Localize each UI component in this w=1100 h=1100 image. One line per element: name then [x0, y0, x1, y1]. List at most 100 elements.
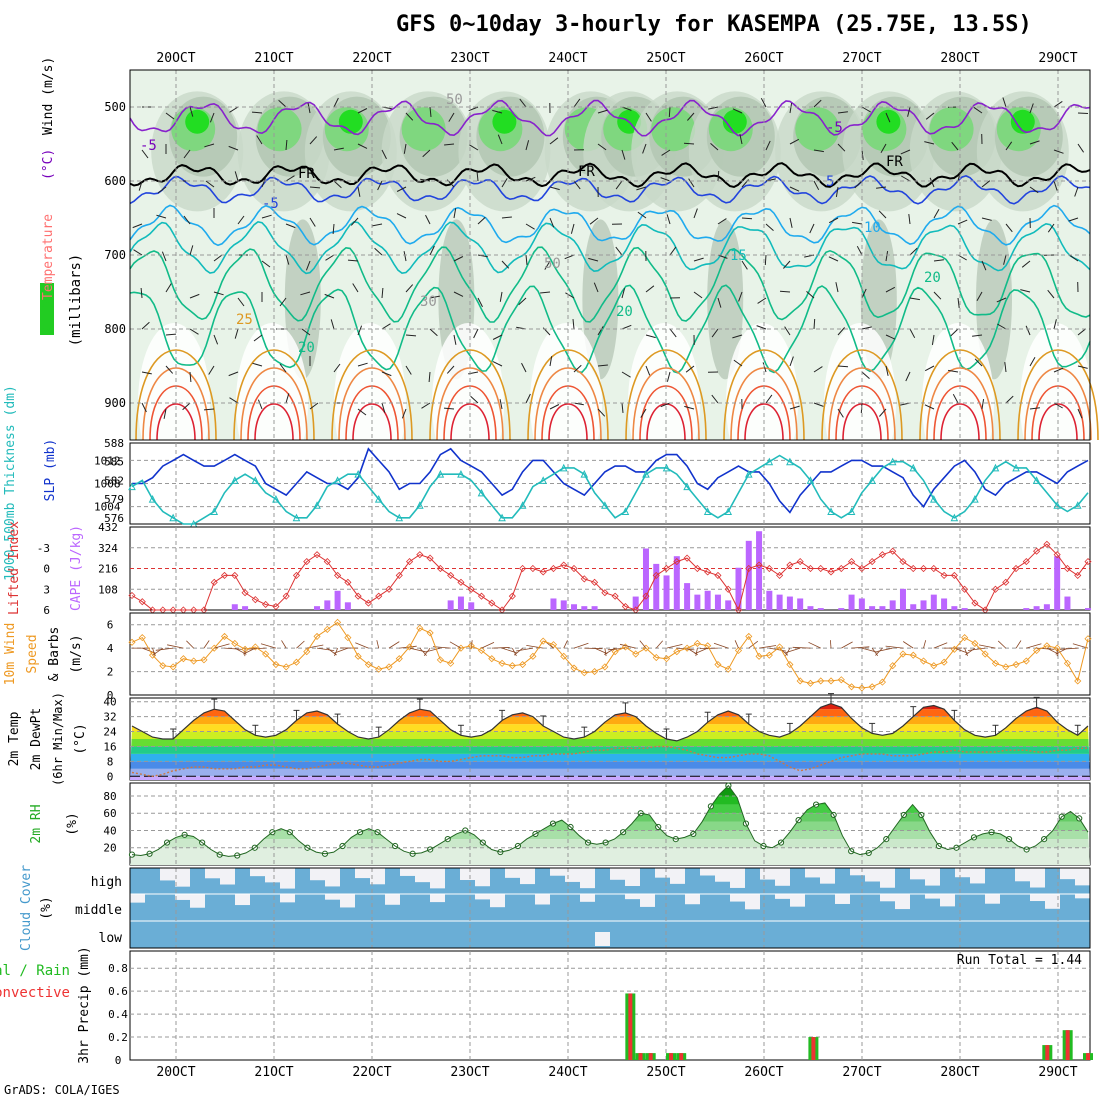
- wind-barb: [499, 291, 503, 302]
- cape-bar: [797, 598, 804, 610]
- bottom-day-label: 20OCT: [156, 1065, 195, 1080]
- wind-barb: [405, 365, 412, 375]
- wind-barb: [669, 246, 677, 256]
- cloud-gap: [925, 868, 940, 886]
- wind-barb: [573, 402, 584, 406]
- temperature-contour: [744, 403, 784, 441]
- temperature-contour: [352, 403, 392, 441]
- wind-barb: [621, 402, 624, 413]
- temp-tick-label: 32: [103, 711, 116, 724]
- surface-wind-barb: [841, 641, 853, 649]
- wind-marker: [817, 677, 825, 685]
- cloud-gap: [1030, 894, 1045, 902]
- cloud-gap: [325, 868, 340, 887]
- wind-barb: [1069, 254, 1079, 262]
- wind-barb: [278, 99, 287, 108]
- temp-band: [130, 724, 1090, 732]
- wind-marker: [159, 662, 167, 670]
- cape-bar: [745, 540, 752, 610]
- cape-bar: [242, 606, 249, 610]
- wind-barb: [157, 186, 167, 194]
- wind-barb: [352, 283, 359, 293]
- rh-tick-label: 40: [103, 824, 116, 837]
- surface-wind-barb: [1015, 640, 1022, 649]
- wind-barb: [213, 291, 224, 296]
- wind-barb: [333, 363, 341, 373]
- rh-contour-band: [185, 109, 210, 134]
- wind-barb: [837, 111, 848, 114]
- surface-wind-barb: [491, 647, 510, 649]
- wind-marker: [344, 634, 352, 642]
- cloud-gap: [880, 868, 895, 888]
- surface-wind-barb: [424, 647, 441, 653]
- thickness-tick-label: 576: [104, 512, 124, 525]
- wind-barb: [861, 371, 870, 379]
- wind-barb: [589, 217, 599, 225]
- cloud-gap: [430, 868, 445, 889]
- temperature-contour: [142, 367, 210, 441]
- wind-axis-title-4: (m/s): [69, 634, 84, 673]
- wind-barb: [900, 149, 911, 155]
- cloud-gap: [670, 868, 685, 884]
- pressure-tick-label: 700: [104, 248, 126, 262]
- wind-barb: [789, 103, 793, 114]
- wind-barb: [381, 371, 392, 377]
- contour-label: FR: [298, 166, 315, 182]
- wind-barb: [621, 106, 632, 111]
- wind-barb: [301, 328, 311, 336]
- wind-barb: [333, 180, 342, 189]
- cloud-gap: [850, 868, 865, 876]
- li-marker: [693, 564, 701, 573]
- temperature-contour: [828, 367, 896, 441]
- cape-bar: [1033, 606, 1040, 610]
- wind-barb: [908, 214, 911, 225]
- wind-barb: [285, 223, 296, 229]
- rh-contour-band: [401, 107, 446, 152]
- cloud-gap: [310, 868, 325, 881]
- wind-marker: [251, 643, 259, 651]
- wind-marker: [292, 658, 301, 666]
- wind-barb: [1029, 407, 1040, 410]
- run-total-label: Run Total = 1.44: [957, 953, 1082, 968]
- cape-bar: [735, 567, 742, 610]
- li-marker: [560, 561, 568, 569]
- top-day-label: 21OCT: [254, 51, 293, 66]
- wind-barb: [738, 291, 743, 302]
- temp-tick-label: 0: [107, 770, 114, 783]
- surface-wind-barb: [516, 647, 533, 652]
- wind-barb: [403, 251, 407, 262]
- contour-label: FR: [886, 154, 903, 170]
- wind-barb: [421, 402, 431, 409]
- cloud-gap: [550, 868, 565, 876]
- li-axis-title: Lifted Index: [7, 521, 22, 615]
- cloud-gap: [805, 868, 820, 878]
- precip-legend-rain: Total / Rain: [0, 963, 70, 979]
- wind-barb: [924, 141, 935, 145]
- contour-label: 50: [544, 256, 561, 272]
- cloud-gap: [1060, 868, 1075, 880]
- cloud-gap: [280, 894, 295, 903]
- wind-barb: [711, 394, 719, 404]
- cloud-gap: [730, 894, 745, 902]
- wind-barb: [141, 321, 150, 330]
- wind-barb: [309, 217, 316, 227]
- cape-bar: [930, 594, 937, 610]
- surface-wind-barb: [713, 642, 729, 649]
- wind-barb: [205, 180, 215, 188]
- cloud-gap: [925, 894, 940, 899]
- rh-axis-title: 2m RH: [29, 804, 44, 843]
- wind-barb: [717, 218, 727, 225]
- wind-barb: [957, 171, 961, 182]
- thickness-marker: [929, 494, 938, 503]
- cape-bar: [1064, 596, 1071, 610]
- cloud-panel-frame: [129, 867, 1091, 949]
- cape-bar: [725, 600, 732, 610]
- thickness-marker: [416, 501, 424, 509]
- wind-barb: [615, 180, 623, 190]
- wind-barb: [501, 260, 510, 269]
- wind-barb: [377, 180, 383, 191]
- wind-barb: [470, 395, 479, 404]
- series-line: [131, 543, 1089, 612]
- wind-barb: [1077, 143, 1085, 153]
- li-marker: [1063, 564, 1072, 573]
